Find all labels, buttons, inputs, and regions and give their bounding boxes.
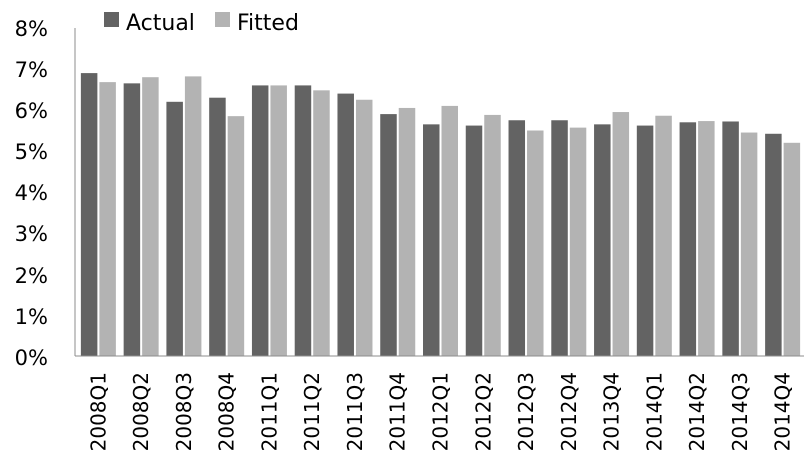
y-tick-label: 5% [15, 140, 48, 164]
x-axis-tick-labels: 2008Q1 2008Q2 2008Q3 2008Q4 2011Q1 2011Q2 2011… [86, 372, 794, 451]
x-tick-label: 2008Q3 [172, 372, 196, 451]
x-tick-label: 2014Q1 [642, 372, 666, 451]
bar-fitted-2012Q2 [484, 114, 501, 356]
legend: Actual Fitted [104, 11, 299, 36]
bars [80, 73, 801, 357]
bar-fitted-2011Q2 [313, 90, 330, 356]
y-axis-tick-labels: 0% 1% 2% 3% 4% 5% 6% 7% 8% [15, 17, 48, 370]
x-tick-label: 2011Q3 [343, 372, 367, 451]
bar-actual-2012Q1 [423, 124, 440, 356]
legend-swatch-actual [104, 12, 119, 27]
y-tick-label: 7% [15, 58, 48, 82]
bar-fitted-2011Q1 [270, 85, 287, 357]
bar-actual-2014Q1 [636, 125, 654, 356]
bar-actual-2012Q3 [508, 120, 526, 356]
x-tick-label: 2012Q2 [471, 372, 495, 451]
legend-swatch-fitted [215, 12, 230, 27]
bar-actual-2014Q2 [679, 122, 697, 356]
x-tick-label: 2014Q2 [685, 372, 709, 451]
x-tick-label: 2011Q2 [300, 372, 324, 451]
bar-actual-2012Q2 [465, 125, 483, 356]
x-tick-label: 2011Q4 [386, 372, 410, 451]
bar-fitted-2011Q4 [398, 107, 416, 356]
bar-fitted-2012Q3 [527, 130, 544, 356]
bar-fitted-2014Q4 [783, 142, 801, 356]
legend-label-fitted: Fitted [237, 11, 299, 36]
x-tick-label: 2011Q1 [257, 372, 281, 451]
bar-actual-2008Q1 [80, 73, 98, 356]
bar-fitted-2008Q4 [227, 116, 245, 357]
bar-actual-2012Q4 [551, 120, 568, 356]
bar-fitted-2008Q2 [142, 77, 159, 356]
bar-actual-2011Q1 [251, 85, 269, 357]
bar-actual-2008Q3 [166, 101, 183, 356]
bar-fitted-2012Q4 [569, 127, 587, 356]
x-tick-label: 2014Q4 [771, 372, 795, 451]
y-tick-label: 4% [15, 181, 48, 205]
bar-actual-2014Q4 [765, 133, 782, 356]
y-tick-label: 6% [15, 99, 48, 123]
x-tick-label: 2014Q3 [728, 372, 752, 451]
x-tick-label: 2012Q1 [429, 372, 453, 451]
bar-fitted-2014Q3 [740, 132, 758, 356]
bar-fitted-2008Q3 [184, 76, 202, 356]
y-tick-label: 8% [15, 17, 48, 41]
bar-fitted-2012Q1 [441, 105, 458, 357]
x-tick-label: 2012Q4 [557, 372, 581, 451]
y-tick-label: 2% [15, 264, 48, 288]
legend-label-actual: Actual [126, 11, 195, 36]
bar-fitted-2008Q1 [99, 82, 116, 357]
y-tick-label: 3% [15, 222, 48, 246]
bar-fitted-2013Q4 [612, 112, 630, 356]
x-tick-label: 2012Q3 [514, 372, 538, 451]
bar-actual-2011Q4 [380, 114, 397, 356]
bar-actual-2011Q3 [337, 93, 354, 356]
bar-actual-2014Q3 [722, 121, 739, 356]
x-tick-label: 2013Q4 [600, 372, 624, 451]
bar-fitted-2014Q2 [698, 121, 715, 356]
bar-fitted-2011Q3 [355, 99, 373, 356]
bar-actual-2011Q2 [294, 85, 312, 357]
y-tick-label: 1% [15, 305, 48, 329]
bar-actual-2008Q4 [209, 97, 226, 356]
bar-fitted-2014Q1 [655, 115, 672, 357]
x-tick-label: 2008Q2 [129, 372, 153, 451]
x-tick-label: 2008Q1 [86, 372, 110, 451]
y-tick-label: 0% [15, 346, 48, 370]
x-tick-label: 2008Q4 [215, 372, 239, 451]
bar-actual-2008Q2 [123, 83, 141, 356]
bar-actual-2013Q4 [594, 124, 611, 356]
